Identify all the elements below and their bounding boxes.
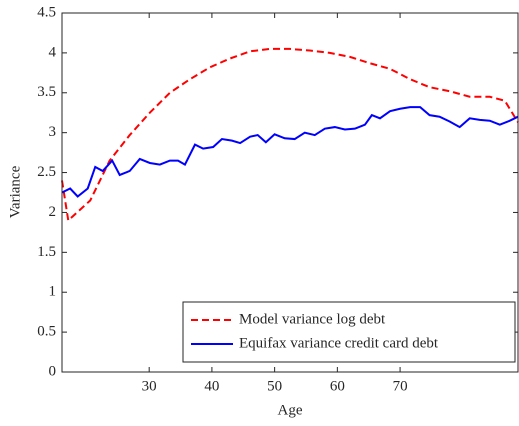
x-tick-label: 60 [330,378,345,394]
y-axis-label: Variance [7,165,23,218]
y-tick-label: 4 [49,44,57,60]
y-tick-label: 1 [49,284,57,300]
legend: Model variance log debt Equifax variance … [182,301,516,363]
y-tick-label: 4.5 [37,4,56,20]
x-tick-label: 70 [393,378,408,394]
y-tick-label: 0 [49,363,57,379]
x-tick-label: 50 [267,378,282,394]
series-line [61,106,519,198]
y-tick-label: 1.5 [37,244,56,260]
legend-label: Equifax variance credit card debt [239,335,439,351]
y-tick-label: 3 [49,124,57,140]
x-axis-label: Age [278,402,303,418]
axes-box [61,12,519,373]
x-tick-label: 30 [142,378,157,394]
x-tick-label: 40 [204,378,219,394]
y-tick-label: 3.5 [37,84,56,100]
y-tick-label: 2 [49,204,57,220]
y-tick-label: 0.5 [37,324,56,340]
legend-box [182,301,516,363]
series-line [61,47,519,223]
y-tick-label: 2.5 [37,164,56,180]
legend-label: Model variance log debt [239,311,386,327]
